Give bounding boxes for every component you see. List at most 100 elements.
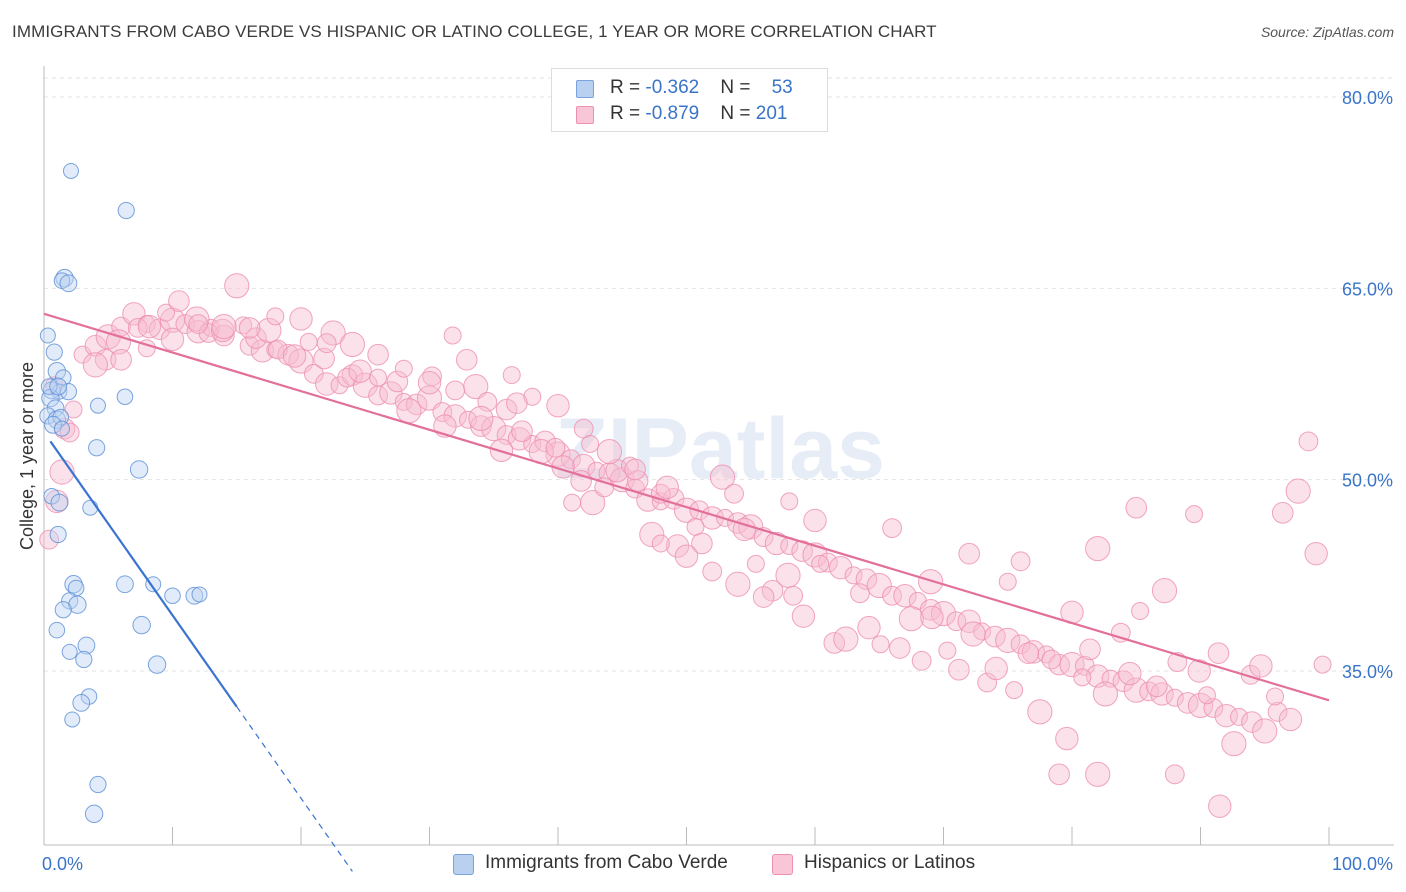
- y-tick-label: 50.0%: [1342, 471, 1393, 491]
- data-point: [1010, 634, 1031, 655]
- data-point: [511, 420, 533, 442]
- data-point: [1146, 675, 1168, 698]
- data-point: [313, 347, 335, 370]
- data-point: [289, 307, 313, 331]
- data-point: [958, 542, 981, 565]
- series-immigrants-from-cabo-verde: [39, 162, 208, 824]
- data-point: [1165, 688, 1184, 707]
- data-point: [147, 655, 167, 674]
- data-point: [320, 320, 346, 346]
- data-point: [1278, 707, 1303, 732]
- x-tick-label: 100.0%: [1332, 854, 1393, 874]
- data-point: [84, 804, 104, 824]
- data-point: [1125, 496, 1148, 519]
- data-point: [185, 586, 204, 605]
- legend-n-label: N =: [720, 103, 756, 124]
- correlation-legend: R = -0.362 N = 53 R = -0.879 N = 201: [551, 68, 828, 132]
- data-point: [1101, 669, 1120, 688]
- data-point: [1085, 535, 1111, 562]
- legend-n-label: N =: [720, 77, 756, 98]
- data-point: [833, 626, 859, 652]
- data-point: [224, 273, 250, 299]
- data-point: [53, 420, 70, 437]
- data-point: [674, 544, 699, 568]
- data-point: [1079, 638, 1101, 661]
- data-point: [1207, 642, 1230, 664]
- data-point: [88, 439, 106, 457]
- data-point: [1304, 541, 1328, 566]
- trend-line-cabo-verde: [49, 440, 238, 708]
- data-point: [49, 377, 68, 396]
- data-point: [105, 329, 132, 355]
- data-point: [64, 400, 83, 419]
- data-point: [889, 637, 911, 659]
- data-point: [1131, 602, 1150, 621]
- data-point: [77, 636, 96, 655]
- data-point: [580, 490, 606, 516]
- data-point: [110, 348, 132, 371]
- data-point: [1010, 551, 1031, 572]
- data-point: [651, 534, 670, 553]
- data-point: [1221, 731, 1247, 757]
- data-point: [691, 532, 713, 555]
- data-point: [882, 585, 902, 606]
- data-point: [817, 552, 838, 573]
- data-point: [506, 392, 528, 414]
- y-tick-label: 65.0%: [1342, 279, 1393, 299]
- data-point: [1027, 699, 1053, 725]
- data-point: [348, 359, 372, 383]
- data-point: [1151, 578, 1178, 604]
- data-point: [725, 571, 751, 597]
- data-point: [780, 492, 799, 511]
- data-point: [455, 348, 478, 371]
- data-point: [803, 508, 827, 533]
- data-point: [802, 542, 828, 568]
- data-point: [1197, 686, 1216, 705]
- blue-swatch: [453, 854, 474, 875]
- data-point: [160, 327, 185, 352]
- data-point: [40, 378, 58, 395]
- legend-r-value: -0.362: [645, 77, 700, 98]
- data-point: [164, 587, 181, 605]
- data-point: [89, 397, 106, 414]
- data-point: [761, 579, 784, 602]
- data-point: [1266, 687, 1285, 706]
- data-point: [655, 475, 679, 500]
- data-point: [1123, 677, 1149, 703]
- data-point: [1041, 649, 1062, 670]
- data-point: [850, 583, 870, 604]
- data-point: [64, 575, 83, 594]
- data-point: [1185, 505, 1204, 524]
- legend-r-value: -0.879: [645, 103, 700, 124]
- data-point: [266, 307, 285, 326]
- data-point: [502, 366, 521, 385]
- data-point: [984, 656, 1008, 681]
- data-point: [117, 201, 135, 220]
- data-point: [39, 407, 57, 425]
- data-point: [1150, 682, 1174, 706]
- y-tick-label: 35.0%: [1342, 662, 1393, 682]
- data-point: [386, 370, 409, 393]
- data-point: [459, 410, 478, 429]
- data-point: [1112, 670, 1135, 693]
- data-point: [596, 439, 623, 465]
- data-point: [1241, 711, 1263, 733]
- data-point: [811, 554, 830, 573]
- data-point: [61, 643, 78, 660]
- series-hispanics-or-latinos: [39, 273, 1332, 818]
- data-point: [481, 416, 507, 442]
- data-point: [791, 604, 816, 628]
- data-point: [871, 635, 890, 654]
- data-point: [168, 290, 190, 312]
- data-point: [1252, 718, 1278, 744]
- data-point: [898, 606, 924, 632]
- blue-swatch: [576, 80, 594, 98]
- data-point: [1176, 692, 1199, 714]
- data-point: [234, 316, 253, 335]
- data-point: [299, 332, 318, 351]
- data-point: [1313, 655, 1332, 674]
- data-point: [594, 477, 615, 498]
- data-point: [866, 572, 892, 599]
- data-point: [893, 584, 917, 608]
- data-point: [45, 343, 63, 361]
